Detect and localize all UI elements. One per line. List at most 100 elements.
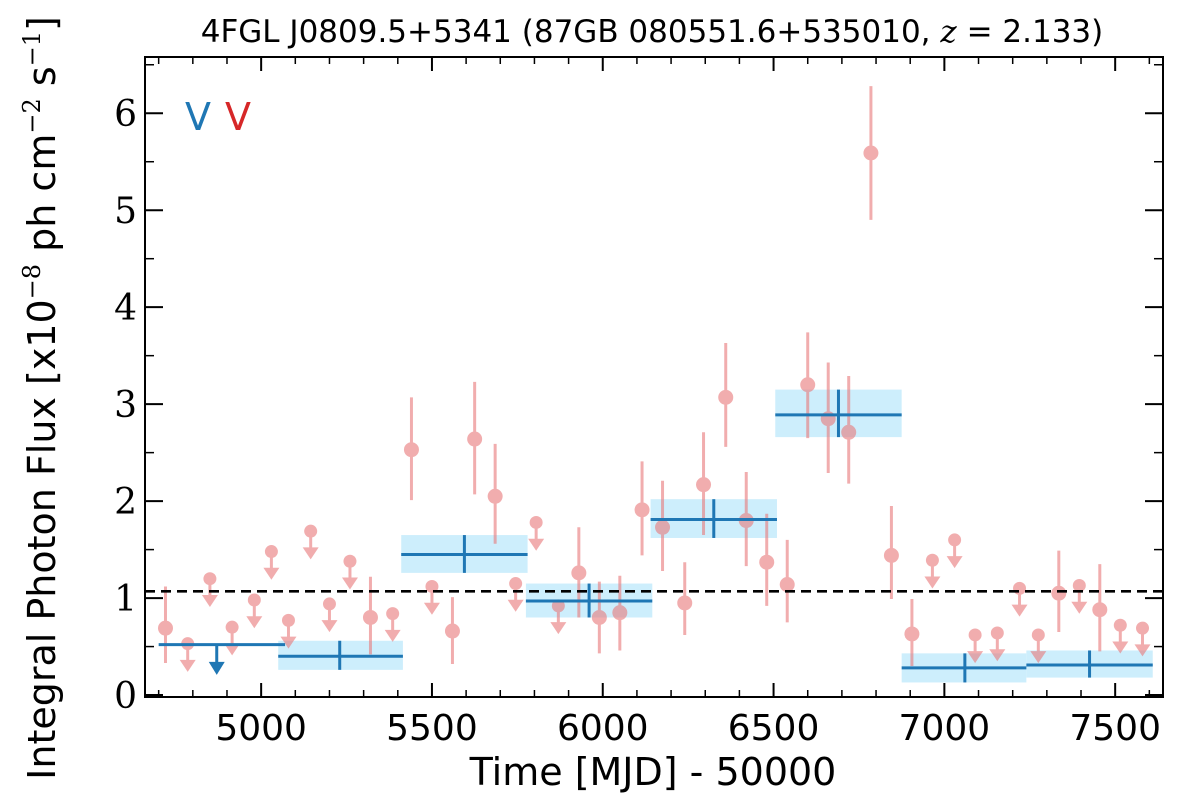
point-34 — [863, 86, 879, 220]
point-10 — [362, 576, 378, 655]
point-marker — [718, 389, 734, 405]
point-30 — [779, 539, 795, 623]
point-limit-arrow — [321, 620, 338, 633]
point-19 — [550, 599, 567, 635]
point-29 — [759, 513, 775, 606]
bin-7 — [1026, 650, 1153, 678]
y-tick-label: 0 — [114, 676, 137, 717]
point-marker — [157, 620, 173, 636]
point-8 — [321, 597, 338, 633]
x-tick-label: 7500 — [1069, 708, 1161, 749]
point-limit-arrow — [989, 649, 1006, 662]
point-marker — [612, 605, 628, 621]
point-limit-marker — [1013, 581, 1027, 595]
point-9 — [341, 554, 358, 590]
point-44 — [1071, 578, 1088, 614]
point-24 — [655, 480, 671, 571]
point-14 — [444, 597, 460, 665]
point-marker — [655, 519, 671, 535]
point-42 — [1030, 628, 1047, 664]
point-limit-marker — [968, 628, 982, 642]
point-limit-arrow — [423, 602, 440, 615]
point-4 — [246, 593, 263, 629]
point-45 — [1092, 564, 1108, 652]
point-limit-marker — [225, 620, 239, 634]
point-limit-arrow — [384, 629, 401, 642]
chart-title: 4FGL J0809.5+5341 (87GB 080551.6+535010,… — [201, 14, 1104, 50]
y-tick-label: 6 — [114, 94, 137, 135]
point-2 — [201, 572, 218, 607]
bin-2 — [401, 535, 528, 573]
point-23 — [634, 461, 650, 556]
point-limit-marker — [925, 553, 939, 567]
point-limit-arrow — [179, 659, 196, 672]
point-limit-arrow — [1071, 601, 1088, 614]
point-limit-marker — [529, 515, 543, 529]
y-tick-label: 1 — [114, 579, 137, 620]
point-limit-arrow — [946, 556, 963, 569]
point-35 — [883, 505, 899, 600]
point-limit-marker — [281, 613, 295, 627]
point-5 — [263, 545, 280, 580]
point-limit-marker — [948, 533, 962, 547]
point-0 — [157, 586, 173, 664]
point-17 — [507, 577, 524, 612]
point-limit-marker — [990, 626, 1004, 640]
x-tick-label: 5500 — [386, 708, 478, 749]
bin-3 — [525, 583, 653, 618]
point-32 — [820, 362, 836, 473]
legend-marker-red: V — [225, 95, 251, 139]
x-axis-label: Time [MJD] - 50000 — [469, 750, 837, 794]
point-22 — [612, 575, 628, 651]
y-tick-label: 2 — [114, 482, 137, 523]
point-marker — [1051, 585, 1067, 601]
point-marker — [677, 595, 693, 611]
point-37 — [924, 553, 941, 589]
point-25 — [677, 562, 693, 635]
point-limit-marker — [304, 524, 318, 538]
short-bin-points — [157, 86, 1151, 672]
bin-4 — [650, 499, 777, 538]
point-31 — [800, 332, 816, 439]
point-limit-arrow — [302, 547, 319, 560]
point-40 — [989, 626, 1006, 662]
point-33 — [841, 376, 857, 484]
axes — [144, 56, 1164, 698]
point-limit-arrow — [507, 599, 524, 612]
point-18 — [528, 515, 545, 551]
y-tick-label: 5 — [114, 191, 137, 232]
point-limit-arrow — [280, 636, 297, 649]
x-tick-label: 6000 — [557, 708, 649, 749]
point-marker — [467, 431, 483, 447]
point-16 — [487, 443, 503, 544]
bin-1 — [278, 640, 403, 670]
x-tick-label: 5000 — [215, 708, 307, 749]
point-limit-marker — [1113, 618, 1127, 632]
point-limit-arrow — [246, 616, 263, 629]
point-limit-arrow — [528, 538, 545, 551]
point-39 — [967, 628, 984, 664]
point-limit-arrow — [967, 651, 984, 664]
point-marker — [696, 477, 712, 493]
point-1 — [179, 637, 196, 672]
point-limit-marker — [551, 599, 565, 613]
point-marker — [841, 424, 857, 440]
bin-0 — [158, 643, 286, 675]
point-38 — [946, 533, 963, 569]
legend-marker-blue: V — [185, 95, 211, 139]
point-marker — [591, 609, 607, 625]
point-26 — [696, 432, 712, 536]
point-limit-marker — [1031, 628, 1045, 642]
y-tick-label: 4 — [114, 288, 137, 329]
point-7 — [302, 524, 319, 560]
point-3 — [224, 620, 241, 656]
point-11 — [384, 607, 401, 642]
bin-bands — [278, 389, 1153, 683]
plot-frame — [144, 56, 1164, 698]
point-marker — [634, 502, 650, 518]
x-tick-label: 6500 — [728, 708, 820, 749]
point-limit-marker — [509, 577, 523, 591]
point-limit-arrow — [1112, 641, 1129, 654]
point-47 — [1134, 621, 1151, 657]
point-marker — [487, 488, 503, 504]
